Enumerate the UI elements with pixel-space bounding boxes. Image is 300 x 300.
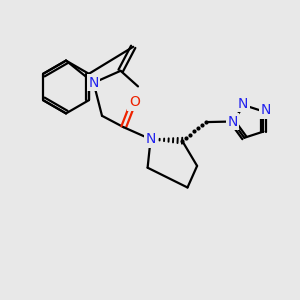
Text: N: N <box>261 103 271 117</box>
Text: N: N <box>146 132 156 146</box>
Text: O: O <box>129 95 140 109</box>
Text: N: N <box>227 115 238 128</box>
Text: N: N <box>238 97 248 111</box>
Text: N: N <box>88 76 99 90</box>
